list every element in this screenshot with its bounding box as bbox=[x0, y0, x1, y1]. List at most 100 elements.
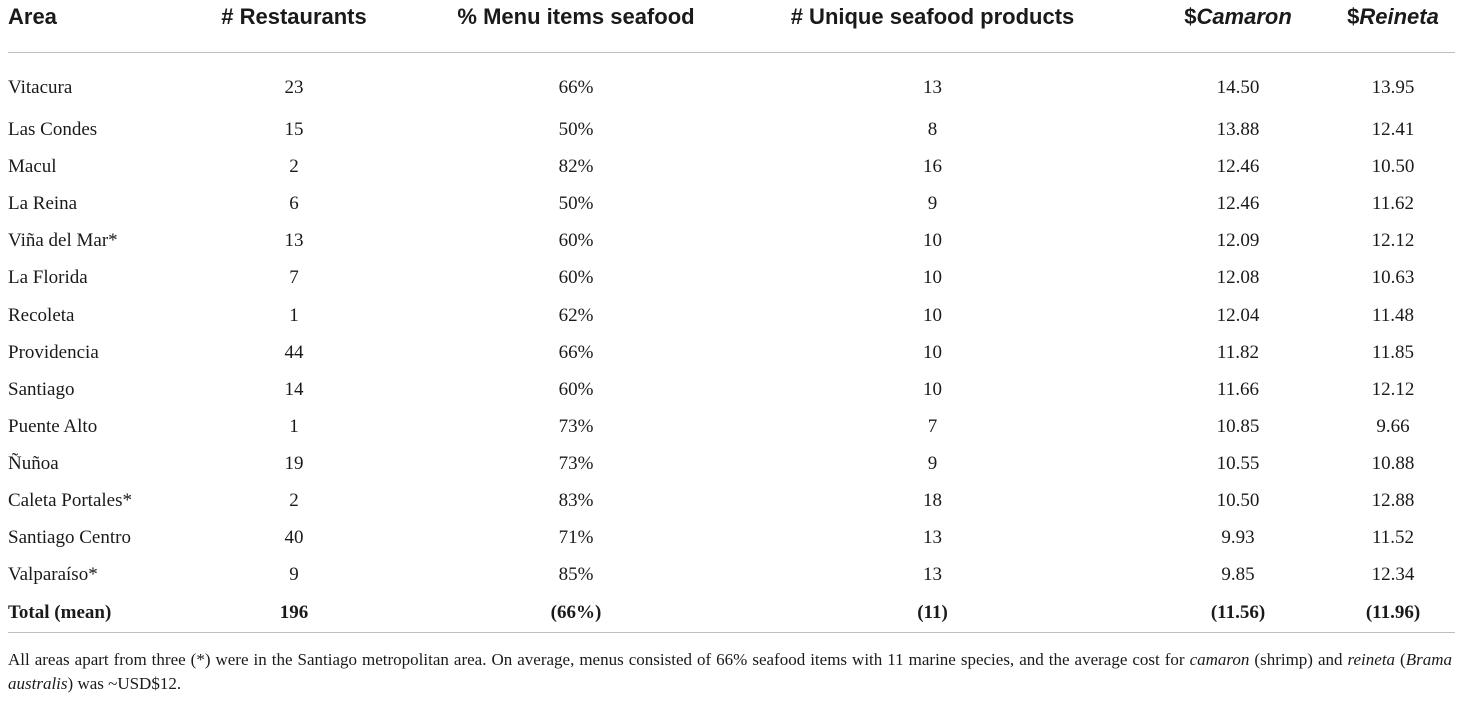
cell-reineta-price: 11.85 bbox=[1371, 341, 1415, 363]
cell-area: La Florida bbox=[8, 267, 88, 289]
cell-menu-seafood-pct: 60% bbox=[558, 378, 594, 400]
cell-menu-seafood-pct: 60% bbox=[558, 230, 594, 252]
cell-restaurants: 13 bbox=[284, 230, 304, 252]
cell-restaurants: 1 bbox=[289, 304, 299, 326]
total-area: Total (mean) bbox=[8, 593, 156, 633]
cell-restaurants: 1 bbox=[289, 415, 299, 437]
cell-area: Macul bbox=[8, 156, 57, 178]
table-body: Vitacura 23 66% 13 14.50 13.95 Las Condes 15 50%… bbox=[8, 52, 1455, 633]
cell-menu-seafood-pct: 82% bbox=[558, 156, 594, 178]
cell-restaurants: 2 bbox=[289, 489, 299, 511]
cell-camaron-price: 11.66 bbox=[1216, 378, 1260, 400]
cell-unique-products: 18 bbox=[923, 489, 942, 511]
cell-unique-products: 7 bbox=[927, 415, 938, 437]
cell-camaron-price: 12.09 bbox=[1216, 230, 1260, 252]
cell-reineta-price: 9.66 bbox=[1376, 415, 1410, 437]
cell-area: Caleta Portales* bbox=[8, 489, 132, 511]
total-restaurants: 196 bbox=[156, 593, 432, 633]
cell-camaron-price: 10.50 bbox=[1216, 489, 1260, 511]
cell-unique-products: 16 bbox=[923, 156, 942, 178]
cell-reineta-price: 12.88 bbox=[1371, 489, 1415, 511]
header-camaron-currency: $ bbox=[1184, 4, 1197, 29]
cell-area: Puente Alto bbox=[8, 415, 98, 437]
table-row: Vitacura 23 66% 13 14.50 13.95 bbox=[8, 52, 1455, 112]
table-row: Puente Alto 1 73% 7 10.85 9.66 bbox=[8, 408, 1455, 445]
cell-restaurants: 9 bbox=[289, 564, 299, 586]
table-row: Viña del Mar* 13 60% 10 12.09 12.12 bbox=[8, 223, 1455, 260]
footnote-species: Brama australis bbox=[8, 650, 1452, 693]
table-row: Providencia 44 66% 10 11.82 11.85 bbox=[8, 334, 1455, 371]
cell-camaron-price: 10.55 bbox=[1216, 452, 1260, 474]
cell-restaurants: 19 bbox=[284, 452, 304, 474]
cell-reineta-price: 12.41 bbox=[1371, 119, 1415, 141]
cell-menu-seafood-pct: 50% bbox=[558, 193, 594, 215]
cell-restaurants: 14 bbox=[284, 378, 304, 400]
cell-reineta-price: 11.62 bbox=[1371, 193, 1415, 215]
header-row: Area # Restaurants % Menu items seafood … bbox=[8, 0, 1455, 53]
cell-area: Viña del Mar* bbox=[8, 230, 118, 252]
header-camaron-price: $Camaron bbox=[1145, 0, 1331, 53]
cell-reineta-price: 11.48 bbox=[1371, 304, 1415, 326]
cell-menu-seafood-pct: 83% bbox=[558, 489, 594, 511]
cell-restaurants: 7 bbox=[289, 267, 299, 289]
cell-reineta-price: 12.34 bbox=[1371, 564, 1415, 586]
cell-unique-products: 9 bbox=[927, 452, 938, 474]
cell-reineta-price: 13.95 bbox=[1371, 76, 1415, 98]
cell-camaron-price: 12.08 bbox=[1216, 267, 1260, 289]
cell-reineta-price: 10.50 bbox=[1371, 156, 1415, 178]
cell-menu-seafood-pct: 73% bbox=[558, 415, 594, 437]
header-area: Area bbox=[8, 0, 156, 53]
cell-area: Santiago bbox=[8, 378, 75, 400]
cell-camaron-price: 12.46 bbox=[1216, 193, 1260, 215]
cell-restaurants: 44 bbox=[284, 341, 304, 363]
cell-reineta-price: 10.63 bbox=[1371, 267, 1415, 289]
footnote-text-2: (shrimp) and bbox=[1249, 650, 1348, 669]
cell-reineta-price: 12.12 bbox=[1371, 230, 1415, 252]
cell-camaron-price: 12.04 bbox=[1216, 304, 1260, 326]
cell-reineta-price: 10.88 bbox=[1371, 452, 1415, 474]
cell-unique-products: 10 bbox=[923, 230, 942, 252]
total-row: Total (mean) 196 (66%) (11) (11.56) (11.96) bbox=[8, 593, 1455, 633]
cell-area: Providencia bbox=[8, 341, 99, 363]
cell-unique-products: 9 bbox=[927, 193, 938, 215]
cell-reineta-price: 12.12 bbox=[1371, 378, 1415, 400]
table-row: Macul 2 82% 16 12.46 10.50 bbox=[8, 149, 1455, 186]
cell-restaurants: 40 bbox=[284, 527, 304, 549]
table-row: La Florida 7 60% 10 12.08 10.63 bbox=[8, 260, 1455, 297]
table-row: Santiago Centro 40 71% 13 9.93 11.52 bbox=[8, 520, 1455, 557]
footnote-text-1: All areas apart from three (*) were in t… bbox=[8, 650, 1190, 669]
cell-restaurants: 6 bbox=[289, 193, 299, 215]
table-row: Ñuñoa 19 73% 9 10.55 10.88 bbox=[8, 445, 1455, 482]
cell-unique-products: 10 bbox=[923, 378, 942, 400]
total-reineta-price: (11.96) bbox=[1331, 593, 1455, 633]
cell-area: Ñuñoa bbox=[8, 452, 59, 474]
cell-unique-products: 10 bbox=[923, 267, 942, 289]
cell-restaurants: 2 bbox=[289, 156, 299, 178]
cell-camaron-price: 9.93 bbox=[1221, 527, 1255, 549]
table-row: La Reina 6 50% 9 12.46 11.62 bbox=[8, 186, 1455, 223]
cell-menu-seafood-pct: 60% bbox=[558, 267, 594, 289]
cell-unique-products: 13 bbox=[923, 527, 942, 549]
header-restaurants: # Restaurants bbox=[156, 0, 432, 53]
cell-camaron-price: 13.88 bbox=[1216, 119, 1260, 141]
cell-area: Vitacura bbox=[8, 76, 73, 98]
footnote-camaron: camaron bbox=[1189, 650, 1250, 669]
footnote-text-4: ) was ~USD$12. bbox=[67, 674, 182, 693]
cell-menu-seafood-pct: 66% bbox=[558, 341, 594, 363]
cell-menu-seafood-pct: 85% bbox=[558, 564, 594, 586]
cell-unique-products: 10 bbox=[923, 304, 942, 326]
footnote-reineta: reineta bbox=[1347, 650, 1396, 669]
header-unique-seafood-products: # Unique seafood products bbox=[720, 0, 1145, 53]
cell-camaron-price: 14.50 bbox=[1216, 76, 1260, 98]
cell-menu-seafood-pct: 71% bbox=[558, 527, 594, 549]
table-row: Santiago 14 60% 10 11.66 12.12 bbox=[8, 371, 1455, 408]
cell-area: Las Condes bbox=[8, 119, 98, 141]
header-reineta-label: Reineta bbox=[1359, 4, 1439, 29]
cell-unique-products: 8 bbox=[927, 119, 938, 141]
cell-area: Santiago Centro bbox=[8, 527, 131, 549]
cell-unique-products: 13 bbox=[923, 76, 942, 98]
cell-camaron-price: 9.85 bbox=[1221, 564, 1255, 586]
cell-area: Recoleta bbox=[8, 304, 75, 326]
cell-unique-products: 13 bbox=[923, 564, 942, 586]
header-menu-items-seafood: % Menu items seafood bbox=[432, 0, 720, 53]
